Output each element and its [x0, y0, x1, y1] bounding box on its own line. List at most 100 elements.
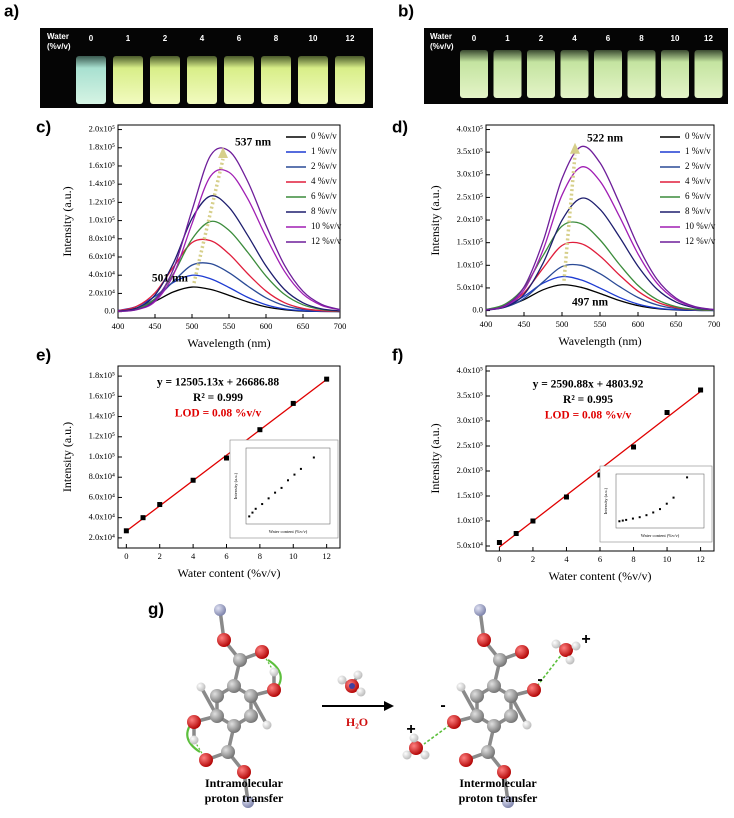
charge: - — [440, 697, 445, 714]
y-tick-label: 6.0x10⁴ — [89, 491, 115, 501]
inset-x-label: Water content (%v/v) — [641, 533, 680, 538]
charge: + — [581, 631, 590, 648]
y-tick-label: 0.0 — [472, 305, 483, 315]
x-tick-label: 4 — [564, 554, 569, 564]
legend-label: 12 %v/v — [685, 236, 716, 246]
plot-frame — [485, 124, 715, 317]
x-tick-label: 2 — [531, 554, 535, 564]
spectrum-line — [117, 274, 341, 313]
inset-point — [267, 497, 270, 500]
x-tick-label: 6 — [224, 551, 228, 561]
inset-point — [254, 507, 257, 510]
shift-arrow — [192, 158, 225, 284]
plot-frame — [117, 124, 341, 319]
y-tick-label: 2.5x10⁵ — [457, 191, 483, 201]
inset-plot — [245, 447, 331, 525]
inset-point — [638, 516, 641, 519]
caption: Intramolecular — [205, 776, 284, 790]
atom — [474, 604, 486, 616]
atom — [504, 689, 518, 703]
y-tick-label: 8.0x10⁴ — [89, 471, 115, 481]
reagent: H₂O — [346, 715, 368, 729]
atom — [237, 765, 251, 779]
x-tick-label: 500 — [186, 321, 199, 331]
spectrum-line — [117, 195, 341, 312]
atom — [409, 733, 419, 743]
y-tick-label: 1.0x10⁵ — [89, 215, 115, 225]
shift-arrow — [562, 154, 577, 281]
vial — [224, 56, 254, 104]
legend-label: 8 %v/v — [685, 206, 711, 216]
x-tick-label: 2 — [158, 551, 162, 561]
atom-center — [349, 683, 355, 689]
data-point — [496, 540, 502, 545]
inset-point — [299, 467, 302, 470]
inset-point — [652, 511, 655, 514]
y-tick-label: 1.6x10⁵ — [89, 390, 115, 400]
atom — [527, 683, 541, 697]
x-tick-label: 400 — [112, 321, 125, 331]
y-tick-label: 1.5x10⁵ — [457, 237, 483, 247]
inset-point — [645, 514, 648, 517]
equation: R² = 0.995 — [563, 394, 613, 406]
photo-header: (%v/v) — [47, 42, 71, 51]
data-point — [530, 518, 536, 524]
atom — [571, 641, 581, 651]
vial-label: 10 — [671, 34, 680, 43]
data-point — [123, 528, 129, 534]
atom — [481, 745, 495, 759]
y-tick-label: 1.0x10⁵ — [457, 259, 483, 269]
legend-label: 12 %v/v — [311, 236, 342, 246]
caption: proton transfer — [459, 791, 538, 805]
spectrum-line — [485, 166, 715, 311]
atom — [459, 753, 473, 767]
legend-label: 8 %v/v — [311, 206, 337, 216]
data-point — [513, 531, 519, 536]
y-tick-label: 1.2x10⁵ — [89, 196, 115, 206]
x-tick-label: 12 — [696, 554, 705, 564]
y-tick-label: 3.5x10⁵ — [457, 146, 483, 156]
y-tick-label: 2.0x10⁴ — [89, 287, 115, 297]
vial-label: 8 — [639, 34, 644, 43]
vial — [560, 50, 589, 98]
y-tick-label: 1.0x10⁵ — [89, 451, 115, 461]
vial — [460, 50, 488, 98]
shift-arrowhead — [218, 146, 228, 158]
y-tick-label: 1.8x10⁵ — [89, 370, 115, 380]
x-axis-label: Water content (%v/v) — [549, 569, 652, 583]
vial-label: 2 — [539, 34, 544, 43]
legend-label: 2 %v/v — [685, 161, 711, 171]
atom — [210, 689, 224, 703]
data-point — [324, 376, 330, 382]
vial — [335, 56, 365, 104]
y-tick-label: 2.5x10⁵ — [457, 440, 483, 450]
equation: R² = 0.999 — [193, 392, 243, 404]
inset-point — [665, 502, 668, 505]
inset-point — [618, 520, 621, 523]
inset-point — [621, 519, 624, 522]
x-tick-label: 650 — [297, 321, 310, 331]
vial — [661, 50, 689, 98]
atom — [244, 709, 258, 723]
x-tick-label: 8 — [631, 554, 635, 564]
y-axis-label: Intensity (a.u.) — [60, 422, 74, 492]
y-tick-label: 2.0x10⁵ — [457, 465, 483, 475]
inset-frame — [229, 439, 339, 539]
vial-label: 0 — [472, 34, 477, 43]
data-point — [257, 427, 263, 433]
x-axis-label: Water content (%v/v) — [178, 566, 281, 580]
vial — [694, 50, 723, 98]
vial-label: 0 — [89, 34, 94, 43]
spectrum-line — [485, 197, 715, 311]
photo-header: Water — [430, 32, 452, 41]
atom — [356, 687, 366, 697]
equation: LOD = 0.08 %v/v — [545, 410, 632, 422]
vial-label: 2 — [163, 34, 168, 43]
inset-y-label: Intensity (a.u.) — [233, 472, 238, 499]
x-tick-label: 8 — [258, 551, 262, 561]
x-tick-label: 0 — [124, 551, 128, 561]
atom — [255, 645, 269, 659]
hbond — [533, 653, 563, 691]
data-point — [290, 400, 296, 406]
